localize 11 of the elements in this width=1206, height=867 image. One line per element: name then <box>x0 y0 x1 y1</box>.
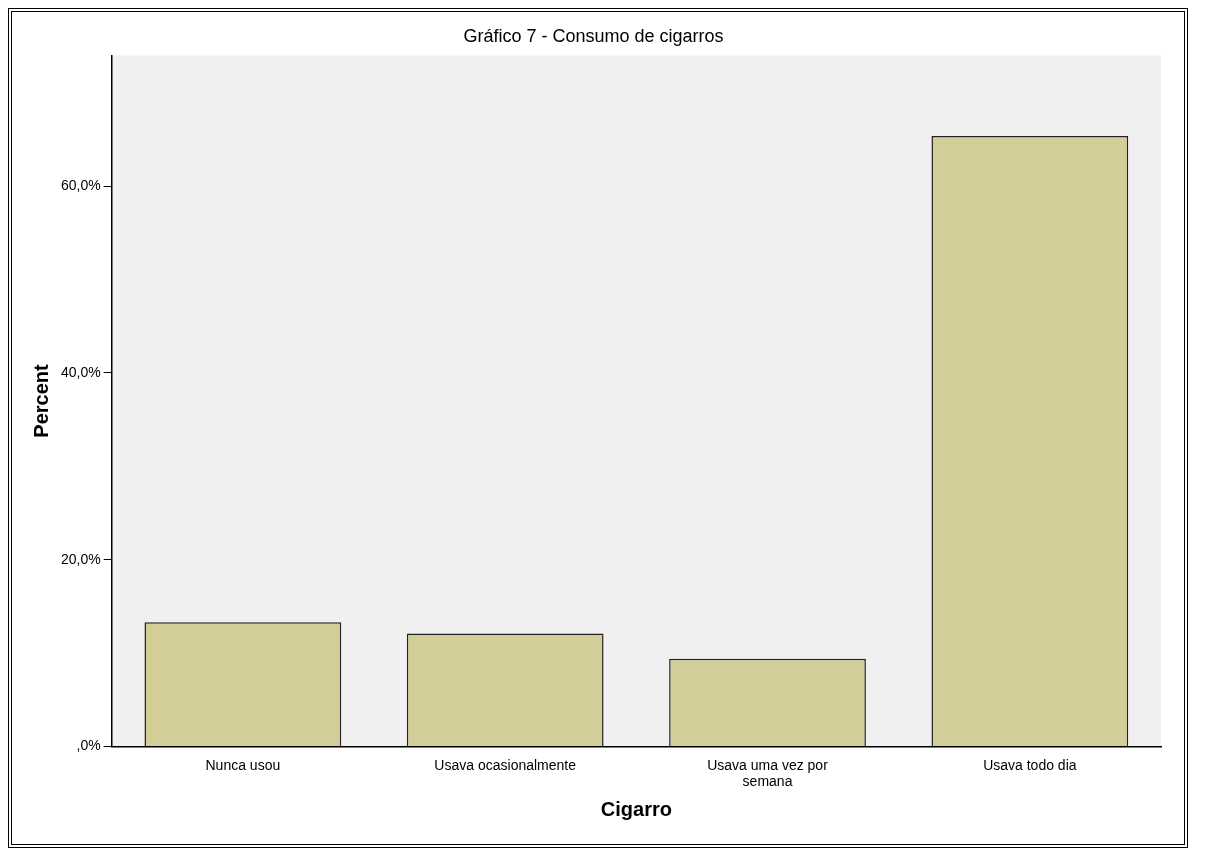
y-tick-label: ,0% <box>76 737 101 754</box>
chart-title: Gráfico 7 - Consumo de cigarros <box>463 25 724 46</box>
y-axis-title: Percent <box>29 363 52 438</box>
y-tick-label: 40,0% <box>60 363 101 380</box>
x-axis-title: Cigarro <box>600 797 672 820</box>
y-tick-label: 60,0% <box>60 177 101 194</box>
y-tick-label: 20,0% <box>60 550 101 567</box>
x-tick-label: Usava todo dia <box>983 756 1077 773</box>
x-tick-label: Usava ocasionalmente <box>434 756 577 773</box>
x-tick-label: Nunca usou <box>205 756 281 773</box>
x-tick-label: Usava uma vez por semana <box>707 756 829 790</box>
